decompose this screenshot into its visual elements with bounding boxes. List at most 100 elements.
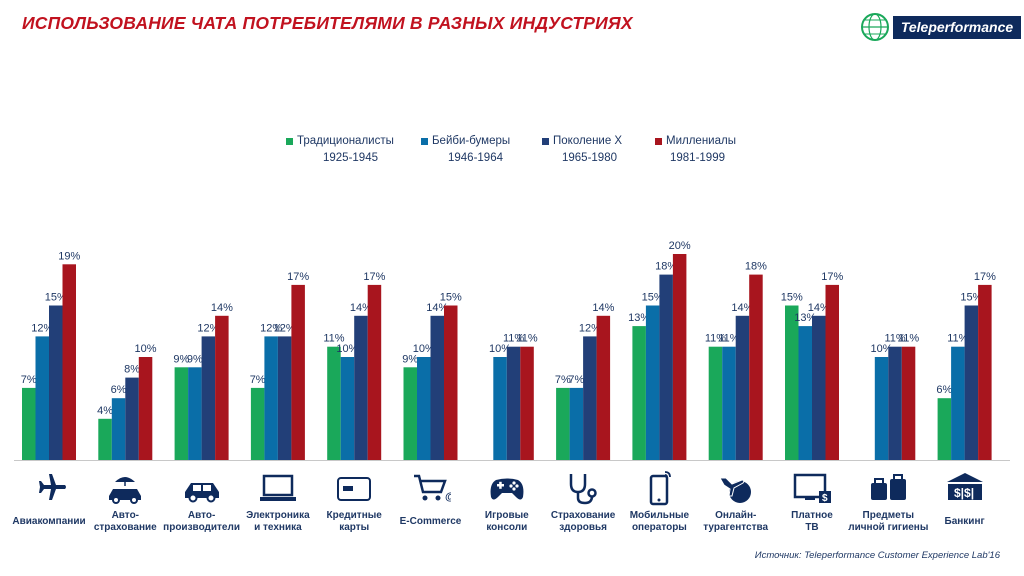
bar-4-8 [596,315,611,460]
data-label: 10% [871,343,893,355]
gamepad-icon [487,470,527,511]
data-label: 10% [336,343,358,355]
bar-3-4 [277,336,292,460]
industry-label: Мобильные операторы [629,510,690,533]
data-label: 12% [197,322,219,334]
bar-1-4 [250,387,265,460]
bar-4-4 [291,284,305,460]
legend-label: Поколение X [553,135,623,147]
data-label: 10% [413,343,435,355]
legend-swatch [655,138,662,145]
bar-3-13 [964,305,979,460]
svg-text:@: @ [445,491,451,503]
bar-1-11 [785,305,799,460]
credit-card-icon [334,470,374,511]
bar-2-7 [493,357,507,460]
svg-text:$|$|: $|$| [954,486,974,500]
data-label: 8% [124,364,140,376]
bar-4-11 [825,284,839,460]
bar-2-4 [264,336,278,460]
industry-label: Игровые консоли [484,510,529,533]
data-label: 9% [187,353,203,365]
bar-4-6 [444,305,458,460]
bar-2-13 [951,346,965,460]
data-label: 10% [489,343,511,355]
bar-3-5 [354,315,368,460]
bar-3-2 [125,377,139,460]
laptop-icon [258,470,298,511]
airplane-icon [29,470,69,511]
bags-icon [868,470,908,511]
data-label: 12% [31,322,53,334]
data-label: 12% [260,322,282,334]
legend-years: 1981-1999 [670,152,725,164]
bank-icon: $|$| [945,470,985,511]
svg-text:$: $ [822,493,828,504]
data-label: 11% [503,333,524,345]
data-label: 14% [350,302,372,314]
bar-4-7 [520,346,534,460]
industry-label: Банкинг [944,516,985,527]
bar-1-3 [174,367,189,460]
bar-3-11 [812,315,826,460]
source-note: Источник: Teleperformance Customer Exper… [754,550,1000,561]
data-label: 15% [45,292,67,304]
car-umbrella-icon [105,470,145,511]
data-label: 7% [250,374,266,386]
industry-label: Авиакомпании [12,516,86,527]
shopping-cart-icon: @ [411,470,456,511]
data-label: 9% [402,353,418,365]
data-label: 6% [111,384,127,396]
bar-1-2 [98,418,112,460]
bar-1-1 [22,387,36,460]
bar-1-5 [327,346,341,460]
data-label: 7% [21,374,37,386]
bar-3-10 [735,315,750,460]
data-label: 6% [936,384,952,396]
data-label: 17% [363,271,385,283]
tv-icon: $ [792,470,832,511]
bar-3-1 [49,305,63,460]
data-label: 15% [440,292,462,304]
brand-logo: Teleperformance [893,16,1021,39]
data-label: 12% [579,322,601,334]
bar-2-6 [417,357,431,460]
legend-label: Миллениалы [666,135,736,147]
bar-2-12 [874,357,889,460]
data-label: 13% [628,312,650,324]
legend-years: 1965-1980 [562,152,617,164]
data-label: 14% [592,302,614,314]
chart-legend: Традиционалисты 1925-1945 Бейби-бумеры 1… [0,135,1024,175]
data-label: 11% [705,333,726,345]
bar-4-5 [367,284,382,460]
data-label: 4% [97,405,113,417]
data-label: 19% [58,250,80,262]
data-label: 7% [568,374,584,386]
data-label: 13% [794,312,816,324]
data-label: 11% [898,333,919,345]
bar-1-9 [632,326,646,460]
bar-3-8 [583,336,597,460]
bar-3-9 [659,274,673,460]
data-label: 15% [642,292,664,304]
bar-2-1 [35,336,49,460]
globe-plane-icon [716,470,756,511]
bar-3-12 [888,346,902,460]
data-label: 14% [808,302,830,314]
bar-4-10 [749,274,763,460]
industry-label: Кредитные карты [326,510,382,533]
bar-4-9 [672,254,687,460]
data-label: 20% [669,240,691,252]
data-label: 15% [960,292,982,304]
industry-label: Предметы личной гигиены [848,510,929,533]
bar-2-9 [645,305,660,460]
data-label: 10% [135,343,157,355]
stethoscope-icon [563,470,603,511]
data-label: 9% [173,353,189,365]
legend-label: Традиционалисты [297,135,394,147]
bar-1-8 [556,387,570,460]
data-label: 7% [555,374,571,386]
data-label: 11% [323,333,344,345]
data-label: 17% [287,271,309,283]
